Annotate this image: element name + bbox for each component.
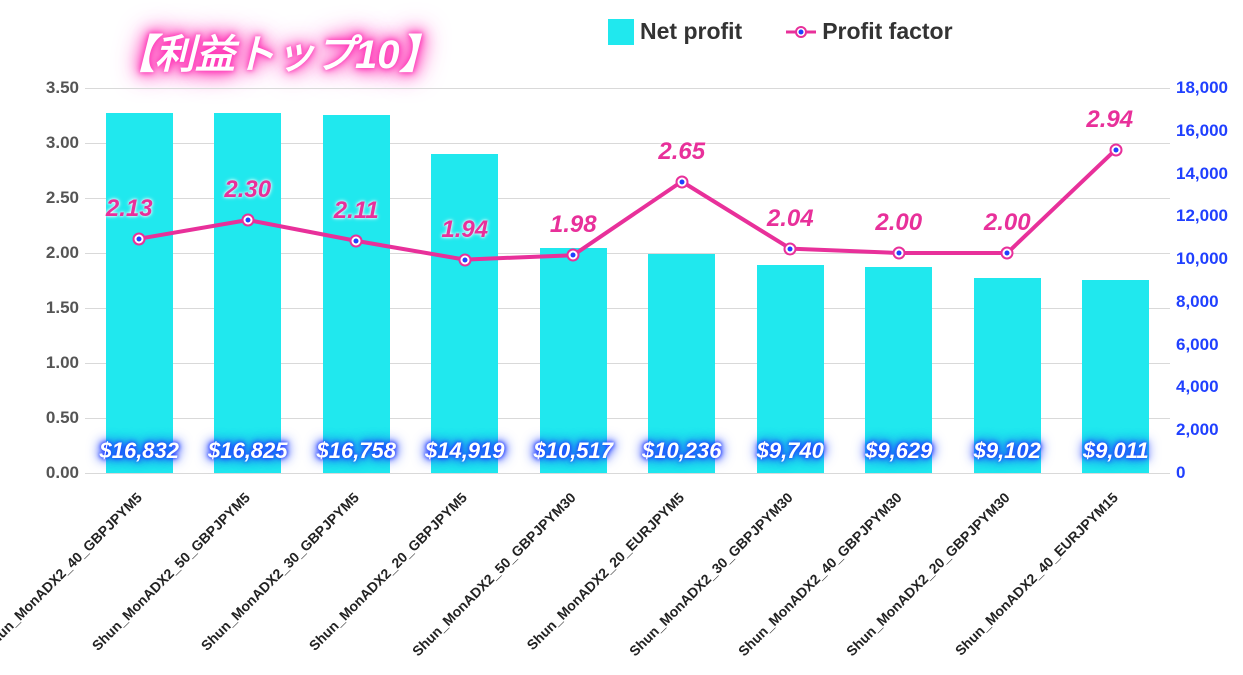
ytick-left: 2.50 [25,188,85,208]
pf-value-label: 2.04 [767,205,814,233]
ytick-right: 12,000 [1170,206,1238,226]
line-marker [1109,143,1122,156]
line-marker-dot [354,238,359,243]
ytick-left: 0.00 [25,463,85,483]
line-marker-dot [679,179,684,184]
ytick-left: 1.00 [25,353,85,373]
line-marker [567,249,580,262]
ytick-right: 14,000 [1170,164,1238,184]
line-marker-dot [896,251,901,256]
ytick-right: 2,000 [1170,420,1238,440]
line-marker-dot [137,236,142,241]
line-marker-dot [571,253,576,258]
line-marker [784,242,797,255]
chart-title: 【利益トップ10】 [115,22,440,80]
ytick-left: 3.50 [25,78,85,98]
legend: Net profit Profit factor [608,18,953,45]
ytick-right: 6,000 [1170,335,1238,355]
line-marker-dot [788,246,793,251]
ytick-left: 0.50 [25,408,85,428]
pf-value-label: 2.30 [224,176,271,204]
plot-area: 0.000.501.001.502.002.503.003.5002,0004,… [85,88,1170,473]
legend-swatch [608,19,634,45]
pf-value-label: 2.65 [658,138,705,166]
line-marker-dot [462,257,467,262]
ytick-right: 16,000 [1170,121,1238,141]
legend-label: Profit factor [822,18,952,45]
line-marker [241,214,254,227]
ytick-right: 8,000 [1170,292,1238,312]
ytick-left: 2.00 [25,243,85,263]
line-svg [85,88,1170,473]
line-marker-dot [245,218,250,223]
line-marker [133,232,146,245]
legend-item: Profit factor [786,18,952,45]
pf-value-label: 2.00 [984,209,1031,237]
ytick-right: 4,000 [1170,377,1238,397]
ytick-right: 18,000 [1170,78,1238,98]
ytick-left: 3.00 [25,133,85,153]
line-marker [892,247,905,260]
line-marker [458,253,471,266]
legend-item: Net profit [608,18,742,45]
gridline [85,473,1170,474]
ytick-left: 1.50 [25,298,85,318]
pf-value-label: 2.00 [875,209,922,237]
line-marker [1001,247,1014,260]
ytick-right: 0 [1170,463,1238,483]
pf-value-label: 2.13 [106,195,153,223]
line-marker [675,175,688,188]
pf-value-label: 2.11 [334,197,379,225]
line-marker [350,234,363,247]
line-marker-dot [1005,251,1010,256]
pf-value-label: 1.94 [441,216,488,244]
pf-value-label: 2.94 [1086,106,1133,134]
legend-label: Net profit [640,18,742,45]
pf-value-label: 1.98 [550,211,597,239]
legend-line-marker [786,24,816,40]
ytick-right: 10,000 [1170,249,1238,269]
line-marker-dot [1113,147,1118,152]
